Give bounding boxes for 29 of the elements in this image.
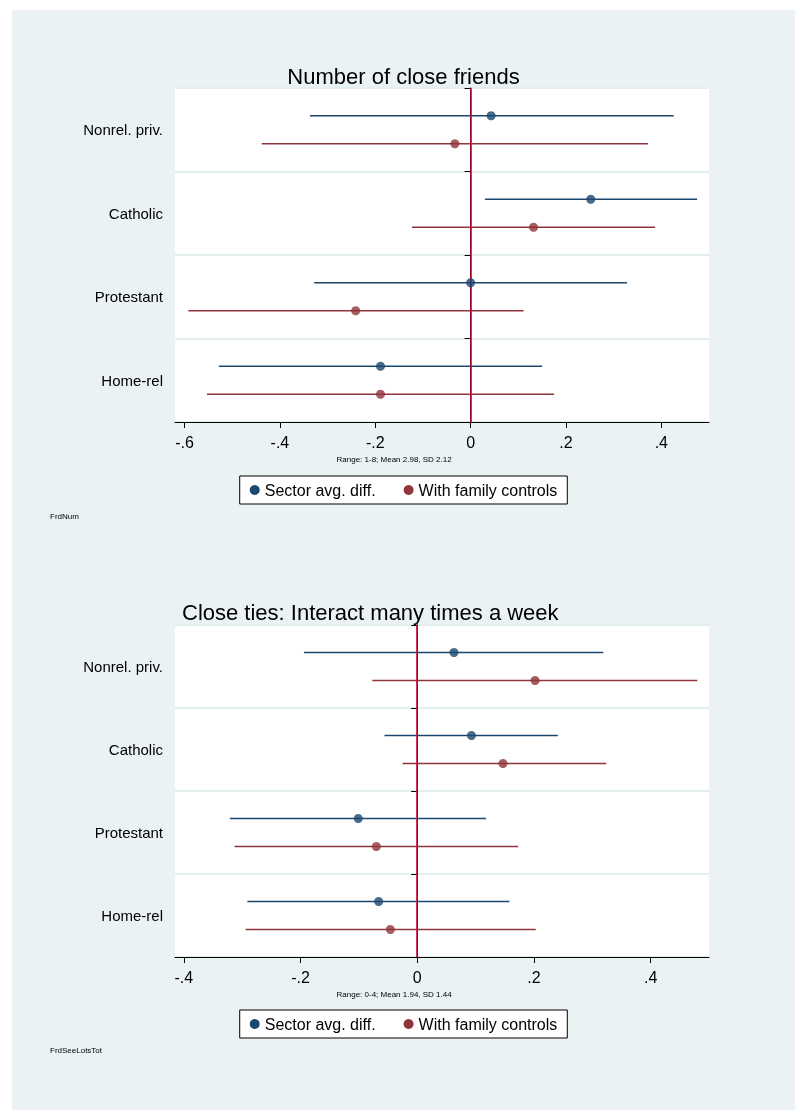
legend-label: Sector avg. diff. xyxy=(264,481,376,499)
text: FrdNum xyxy=(50,511,80,521)
legend-label: Sector avg. diff. xyxy=(264,1015,376,1033)
y-tick-label: Home-rel xyxy=(101,907,163,924)
x-tick-label: .4 xyxy=(654,433,669,451)
x-tick-label: .2 xyxy=(527,968,541,986)
x-tick-label: .4 xyxy=(643,968,658,986)
legend-label: With family controls xyxy=(418,481,558,499)
legend-label: With family controls xyxy=(418,1015,558,1033)
y-tick-label: Nonrel. priv. xyxy=(83,658,163,675)
chart-title: Close ties: Interact many times a week xyxy=(182,599,560,625)
text: Range: 1-8; Mean 2.98, SD 2.12 xyxy=(336,454,453,464)
x-tick-label: 0 xyxy=(466,433,476,451)
y-tick-label: Catholic xyxy=(108,741,164,758)
chart-title: Number of close friends xyxy=(287,63,520,89)
x-tick-label: -.4 xyxy=(174,968,194,986)
x-tick-label: -.2 xyxy=(365,433,385,451)
text: FrdSeeLotsTot xyxy=(50,1045,103,1055)
y-tick-label: Protestant xyxy=(94,824,164,841)
x-tick-label: -.6 xyxy=(175,433,194,451)
text: Range: 0-4; Mean 1.94, SD 1.44 xyxy=(336,989,453,999)
x-tick-label: -.2 xyxy=(291,968,310,986)
x-tick-label: 0 xyxy=(412,968,422,986)
y-tick-label: Catholic xyxy=(108,204,164,222)
y-tick-label: Nonrel. priv. xyxy=(83,121,163,139)
y-tick-label: Home-rel xyxy=(101,371,163,389)
y-tick-label: Protestant xyxy=(94,288,164,306)
x-tick-label: -.4 xyxy=(270,433,290,451)
x-tick-label: .2 xyxy=(559,433,573,451)
